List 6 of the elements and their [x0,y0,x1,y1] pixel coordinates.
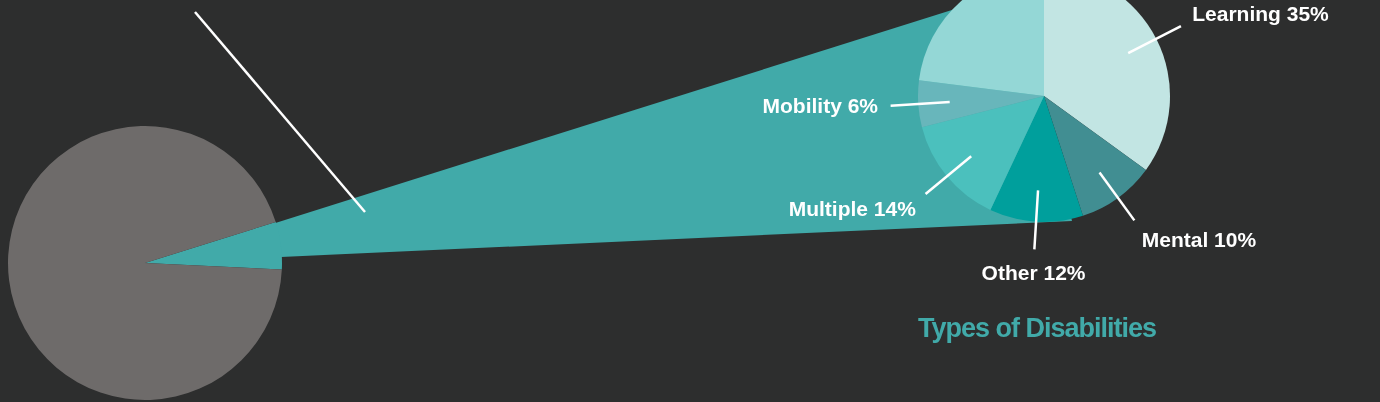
slice-label: Mental 10% [1141,227,1257,251]
slice-label: Learning 35% [1192,1,1330,25]
slice-label: Multiple 14% [788,196,917,220]
slice-label: Mobility 6% [762,94,879,118]
text: Types of Disabilities [916,313,1158,344]
slice-label: Other 12% [981,261,1086,285]
